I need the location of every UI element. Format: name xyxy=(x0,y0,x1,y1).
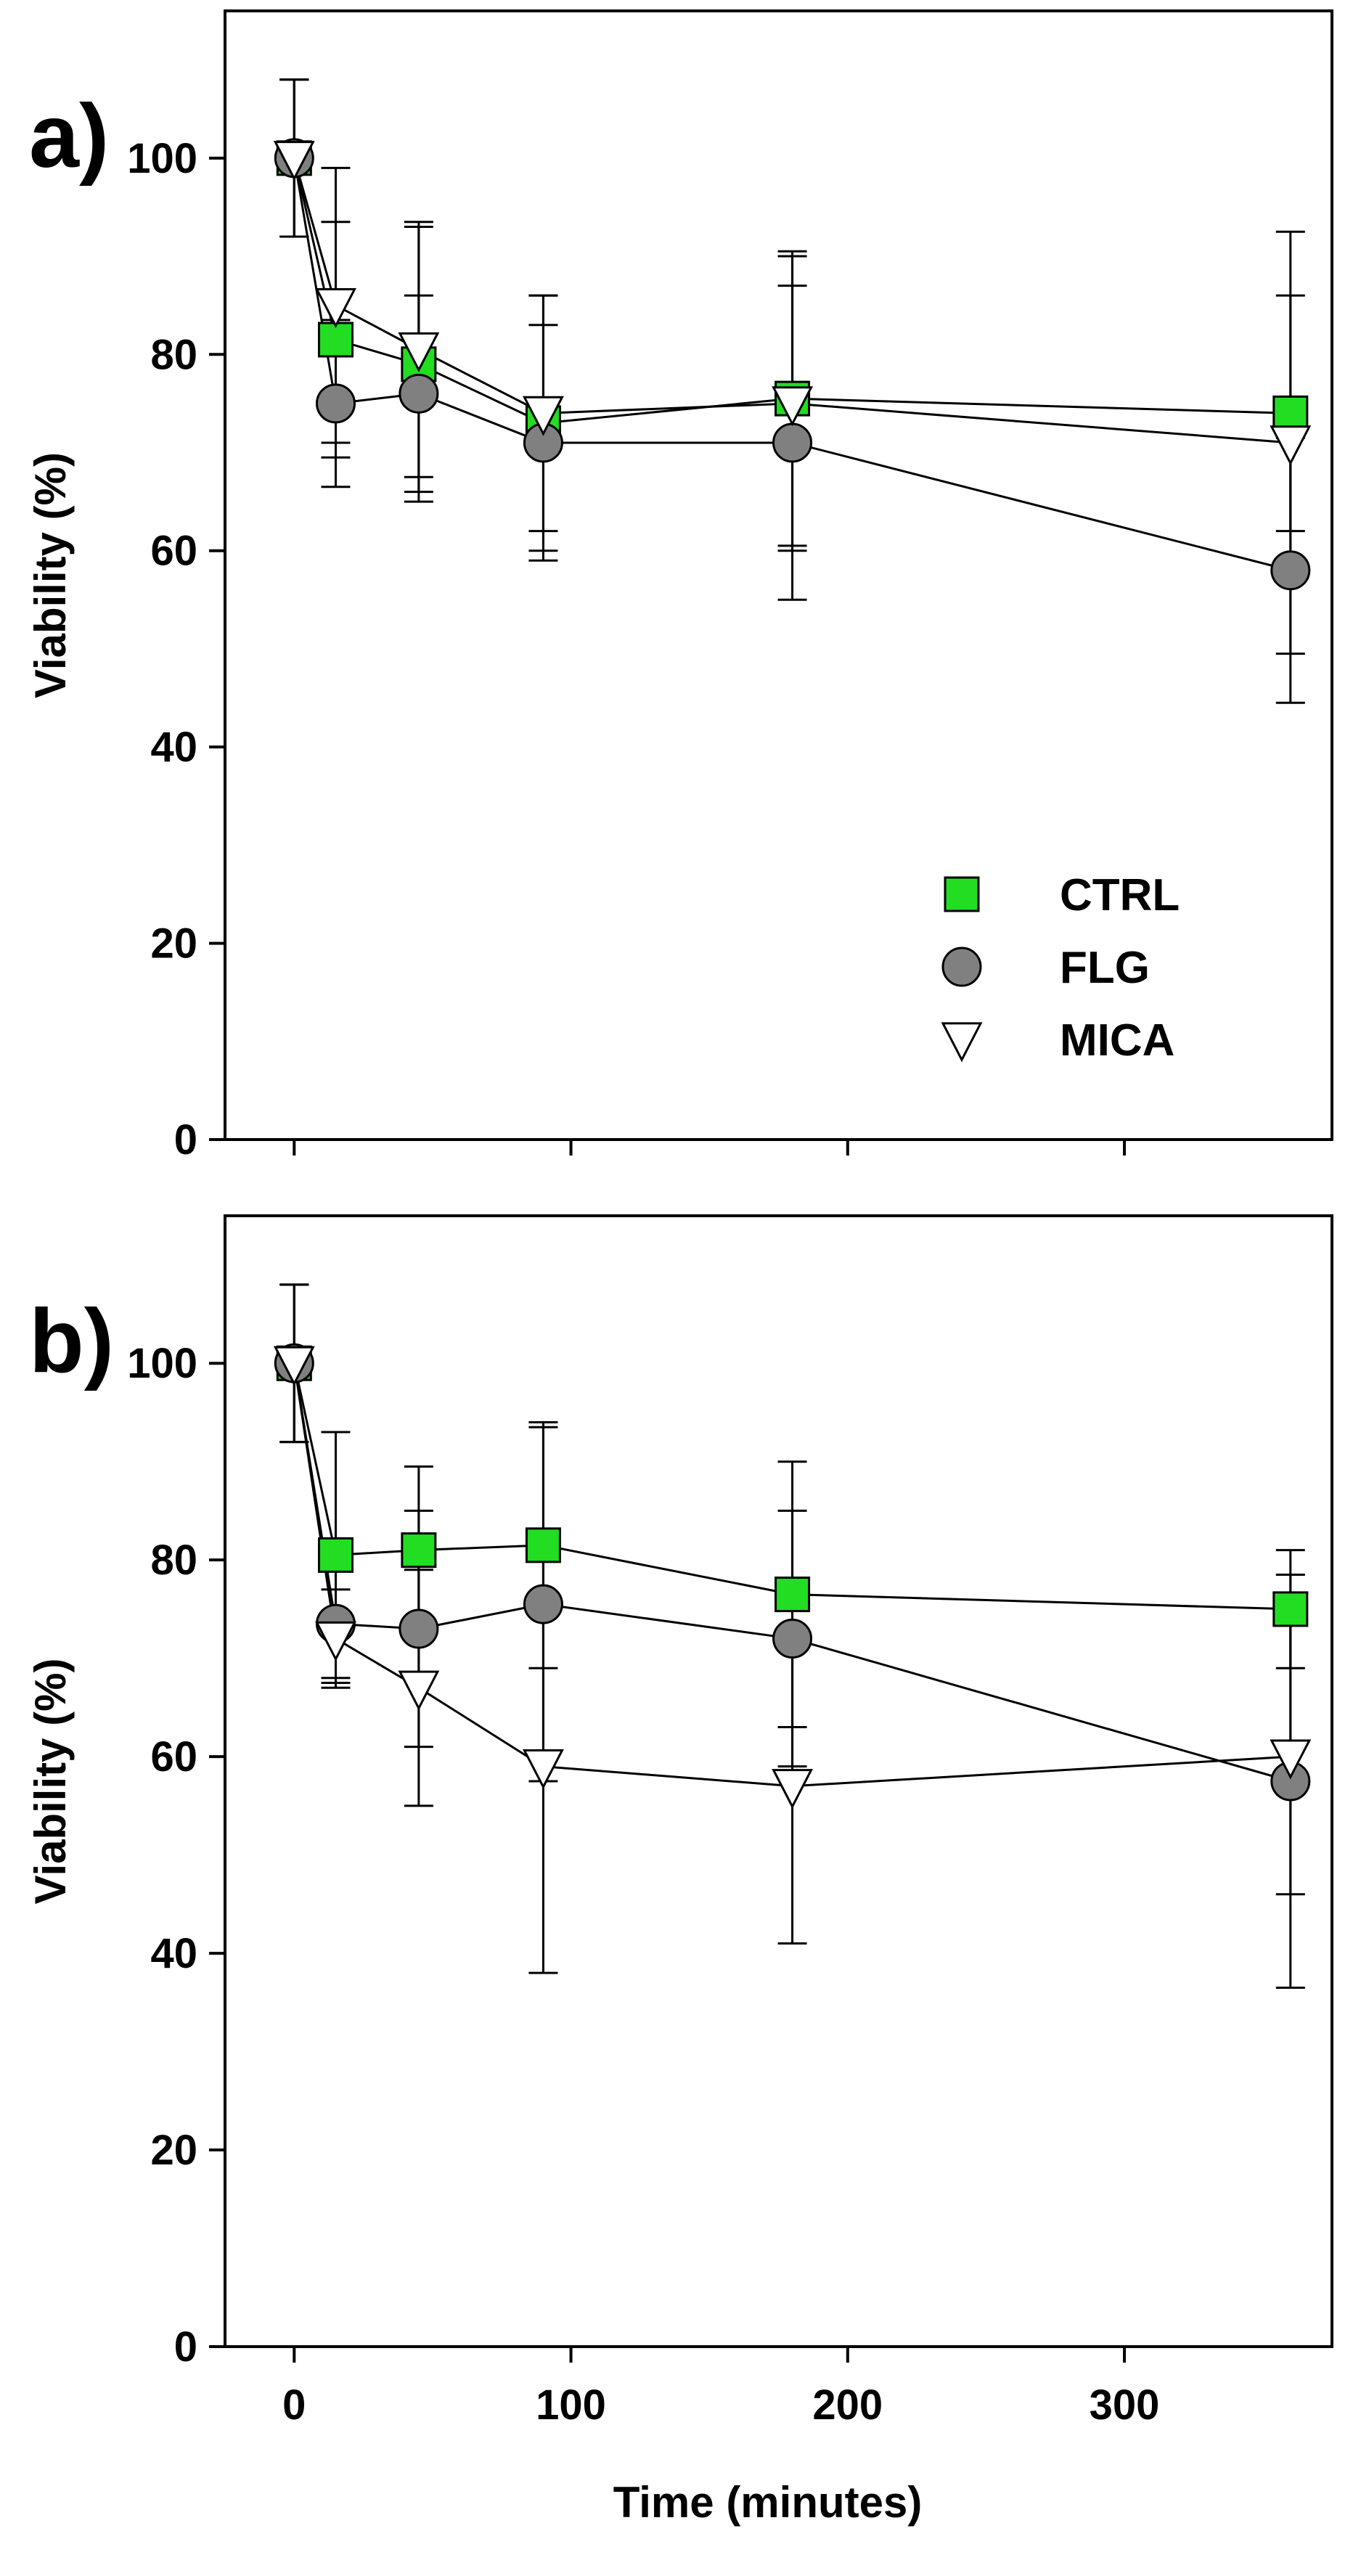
y-tick-label: 0 xyxy=(174,1116,197,1164)
data-point xyxy=(273,1346,315,1386)
data-point xyxy=(1272,395,1309,431)
markers-ctrl xyxy=(276,1345,1309,1627)
data-point xyxy=(316,383,356,424)
plot-frame xyxy=(224,1214,1333,2348)
data-point xyxy=(1270,425,1312,466)
series-line xyxy=(293,158,1291,572)
panel-label: b) xyxy=(29,1291,114,1391)
data-point xyxy=(772,386,814,427)
chart-panel-1: 0 20 40 60 80 100 a) Viability (%) CTRL FLG MICA xyxy=(26,9,1333,1164)
data-point xyxy=(522,396,564,436)
x-axis-label: Time (minutes) xyxy=(613,2478,923,2527)
panel-label: a) xyxy=(29,86,109,187)
data-point xyxy=(1270,1739,1312,1780)
data-point xyxy=(399,1608,439,1649)
legend-marker xyxy=(941,1022,983,1063)
legend-marker xyxy=(941,946,982,987)
data-point xyxy=(318,1537,353,1573)
data-point xyxy=(523,1584,563,1624)
series-line xyxy=(293,158,1291,444)
y-tick-label: 20 xyxy=(150,2127,197,2174)
data-point xyxy=(772,1619,813,1659)
series-line xyxy=(293,1362,1291,1788)
x-tick-label: 300 xyxy=(1090,2381,1160,2429)
data-point xyxy=(399,373,439,414)
legend: CTRL FLG MICA xyxy=(941,870,1180,1066)
y-tick-label: 80 xyxy=(150,331,197,378)
data-point xyxy=(525,1527,561,1563)
markers-mica xyxy=(273,141,1312,466)
y-tick-label: 20 xyxy=(150,920,197,968)
x-tick-label: 0 xyxy=(282,2381,306,2429)
y-tick-label: 100 xyxy=(127,1340,197,1387)
data-point xyxy=(398,1670,440,1711)
data-point xyxy=(315,288,356,329)
data-point xyxy=(772,422,813,463)
data-point xyxy=(1272,1591,1309,1627)
series-line xyxy=(293,1362,1291,1783)
legend-marker xyxy=(944,876,980,912)
data-point xyxy=(774,1577,811,1613)
data-point xyxy=(1270,550,1311,591)
y-axis-label: Viability (%) xyxy=(26,1659,75,1905)
data-point xyxy=(398,332,440,372)
legend-label: FLG xyxy=(1060,943,1150,993)
y-tick-label: 100 xyxy=(127,135,197,182)
data-point xyxy=(318,322,353,358)
plot-frame xyxy=(224,9,1333,1141)
data-point xyxy=(772,1769,814,1810)
y-tick-label: 60 xyxy=(150,528,197,575)
y-tick-label: 60 xyxy=(150,1733,197,1780)
chart-panel-2: 0 20 40 60 80 100 0 100 200 300 b) Viability (%) Tim… xyxy=(26,1214,1333,2527)
y-axis-label: Viability (%) xyxy=(26,452,75,698)
y-tick-label: 40 xyxy=(150,1930,197,1977)
legend-label: MICA xyxy=(1060,1015,1174,1066)
markers-mica xyxy=(273,1346,1312,1810)
y-tick-label: 40 xyxy=(150,724,197,771)
y-tick-label: 0 xyxy=(174,2323,197,2371)
y-tick-label: 80 xyxy=(150,1537,197,1584)
data-point xyxy=(522,1749,564,1790)
legend-label: CTRL xyxy=(1060,870,1180,920)
x-tick-label: 200 xyxy=(812,2381,883,2429)
x-tick-label: 100 xyxy=(536,2381,606,2429)
series-line xyxy=(293,1362,1291,1611)
data-point xyxy=(273,141,315,181)
data-point xyxy=(315,1621,356,1661)
data-point xyxy=(401,1532,437,1569)
